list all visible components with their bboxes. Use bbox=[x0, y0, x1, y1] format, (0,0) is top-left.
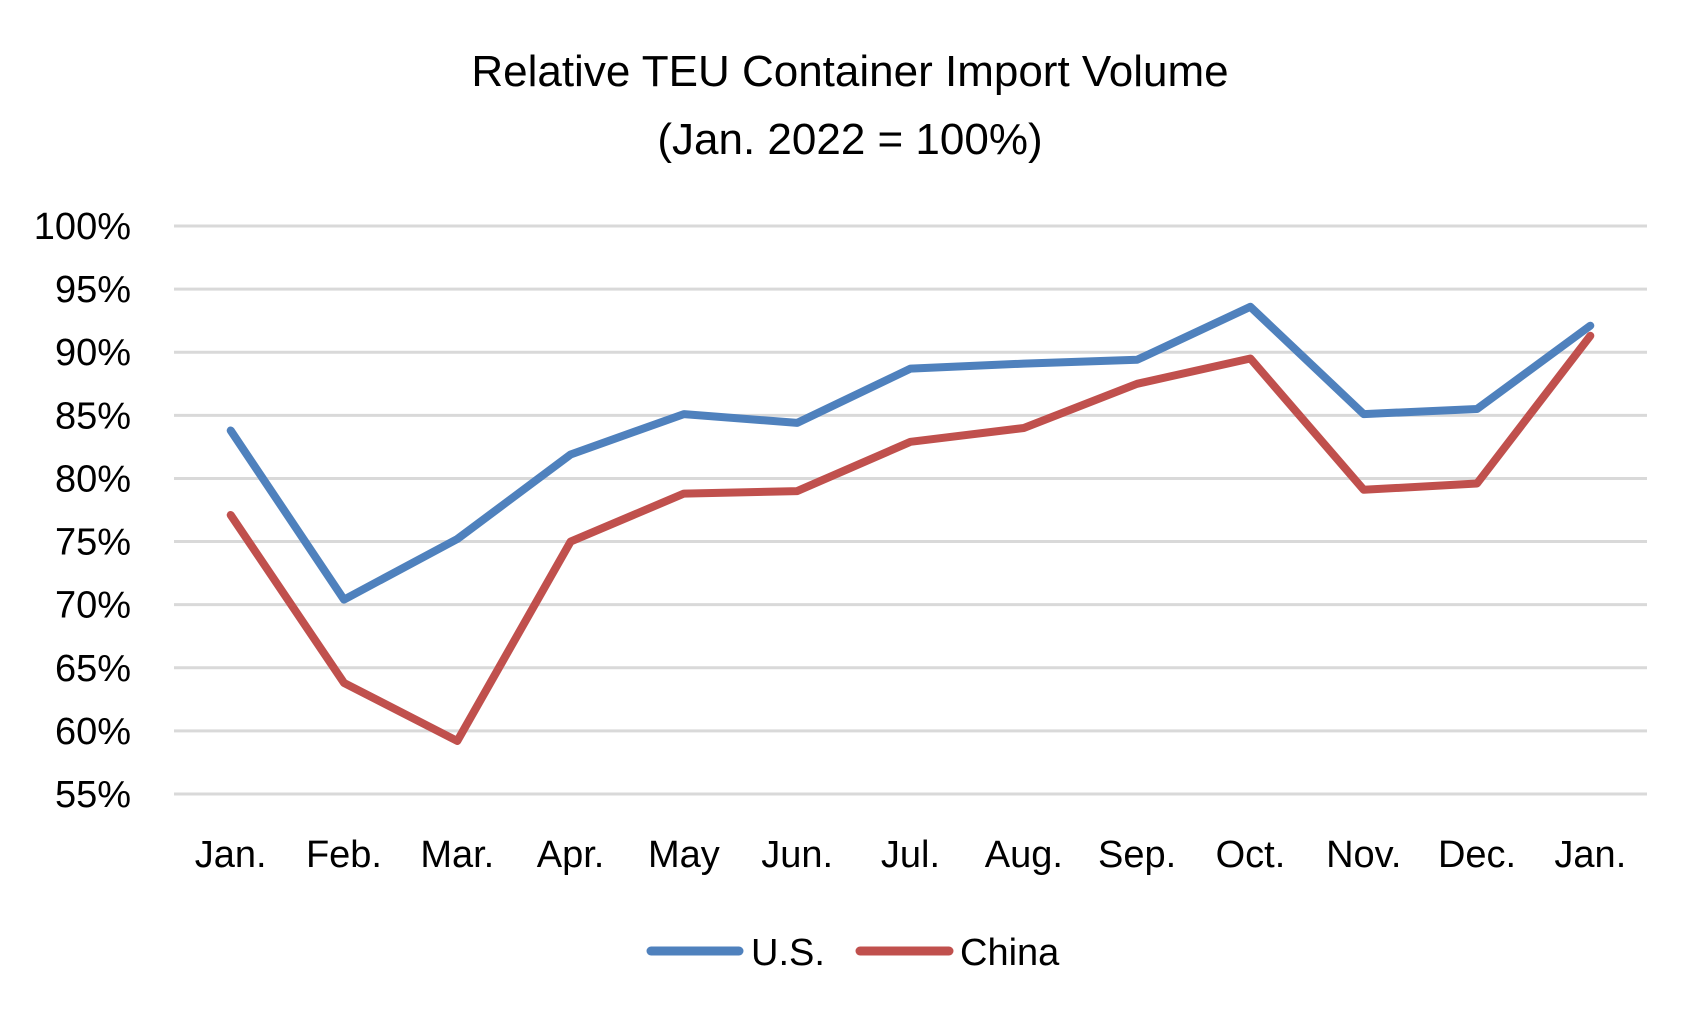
y-tick-label: 60% bbox=[55, 711, 131, 753]
x-tick-label: Apr. bbox=[537, 834, 605, 876]
series-line-u-s bbox=[226, 302, 1595, 604]
x-tick-label: Jan. bbox=[1554, 834, 1626, 876]
y-tick-label: 70% bbox=[55, 585, 131, 627]
x-tick-label: May bbox=[648, 834, 720, 876]
y-tick-label: 65% bbox=[55, 648, 131, 690]
y-tick-label: 95% bbox=[55, 269, 131, 311]
x-tick-label: Sep. bbox=[1098, 834, 1176, 876]
y-tick-label: 85% bbox=[55, 395, 131, 437]
gridlines bbox=[174, 224, 1647, 796]
chart-title: Relative TEU Container Import Volume bbox=[471, 47, 1228, 96]
y-tick-label: 80% bbox=[55, 458, 131, 500]
y-tick-label: 55% bbox=[55, 774, 131, 816]
legend-item-china: China bbox=[855, 932, 1060, 974]
x-tick-label: Feb. bbox=[306, 834, 382, 876]
legend: U.S. China bbox=[646, 932, 1060, 974]
x-tick-label: Oct. bbox=[1216, 834, 1286, 876]
y-tick-label: 90% bbox=[55, 332, 131, 374]
y-tick-label: 75% bbox=[55, 522, 131, 564]
series-lines bbox=[226, 302, 1595, 745]
y-tick-label: 100% bbox=[34, 206, 131, 248]
x-tick-label: Jun. bbox=[761, 834, 833, 876]
legend-label: China bbox=[960, 932, 1060, 974]
x-axis-ticks: Jan. Feb. Mar. Apr. May Jun. Jul. Aug. Sep. Oct. N… bbox=[195, 834, 1627, 876]
y-axis-ticks: 100% 95% 90% 85% 80% 75% 70% 65% 60% 55% bbox=[34, 206, 131, 816]
legend-label: U.S. bbox=[751, 932, 825, 974]
series-line-china bbox=[226, 331, 1595, 745]
x-tick-label: Nov. bbox=[1326, 834, 1401, 876]
chart-subtitle: (Jan. 2022 = 100%) bbox=[657, 115, 1042, 164]
legend-item-u-s: U.S. bbox=[646, 932, 825, 974]
x-tick-label: Mar. bbox=[420, 834, 494, 876]
x-tick-label: Dec. bbox=[1438, 834, 1516, 876]
x-tick-label: Jan. bbox=[195, 834, 267, 876]
x-tick-label: Jul. bbox=[881, 834, 940, 876]
x-tick-label: Aug. bbox=[985, 834, 1063, 876]
